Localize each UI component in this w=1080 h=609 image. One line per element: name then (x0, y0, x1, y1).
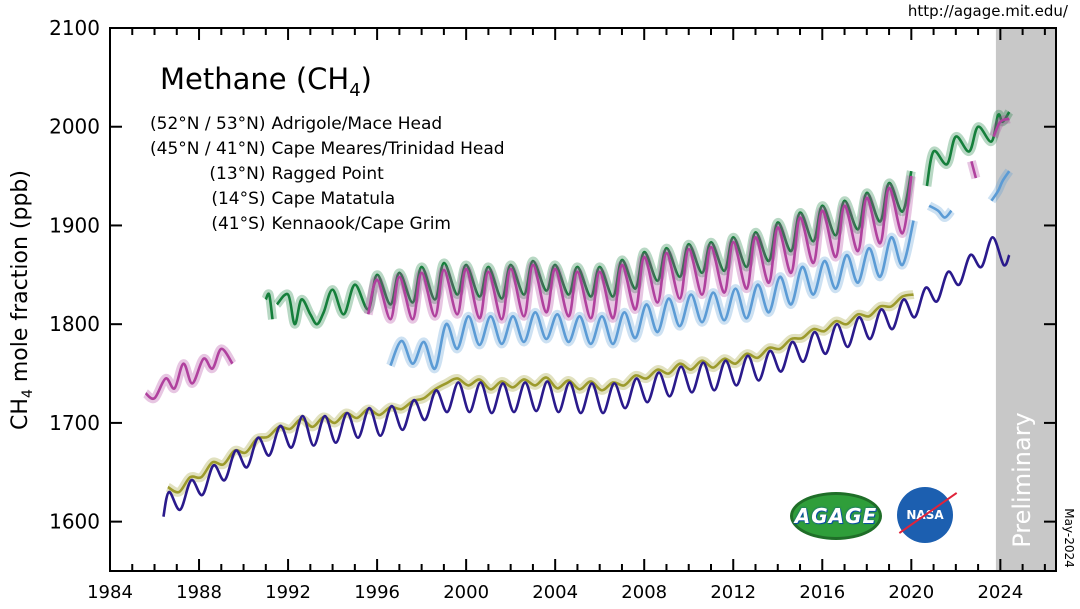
legend-location-0: (52°N / 53°N) (150, 114, 266, 134)
source-url[interactable]: http://agage.mit.edu/ (907, 2, 1068, 20)
series-cape-meares-trinidad-head-line-1 (366, 175, 913, 321)
series-ragged-point-line-0 (389, 220, 915, 370)
series-cape-matatula-line-0 (167, 293, 914, 494)
nasa-logo: NASA (897, 487, 958, 543)
legend-location-4: (41°S) (211, 214, 266, 234)
series-cape-meares-trinidad-head-line-3 (992, 117, 1010, 138)
series-adrigole-mace-head-line-0 (264, 292, 274, 320)
series-ragged-point-line-1 (928, 204, 953, 219)
x-tick-label-1984: 1984 (87, 582, 133, 603)
x-tick-label-2012: 2012 (710, 582, 756, 603)
y-tick-label-1900: 1900 (49, 213, 100, 237)
legend-name-4: Kennaook/Cape Grim (271, 214, 452, 234)
legend: (52°N / 53°N) Adrigole/Mace Head (45°N / … (150, 112, 505, 236)
legend-name-2: Ragged Point (271, 164, 384, 184)
x-tick-label-1996: 1996 (354, 582, 400, 603)
series-cape-meares-trinidad-head-line-0 (144, 347, 234, 401)
y-axis-label: CH4 mole fraction (ppb) (7, 170, 37, 430)
x-tick-label-2024: 2024 (977, 582, 1023, 603)
x-tick-label-1992: 1992 (265, 582, 311, 603)
x-tick-label-2016: 2016 (799, 582, 845, 603)
preliminary-label: Preliminary (1008, 412, 1036, 548)
y-tick-label-1600: 1600 (49, 510, 100, 534)
series-ragged-point-line-2 (990, 170, 1011, 202)
chart-title: Methane (CH4) (160, 62, 372, 101)
series-kennaook-cape-grim-line-0 (162, 236, 1011, 517)
legend-location-1: (45°N / 41°N) (150, 139, 266, 159)
x-tick-label-2020: 2020 (888, 582, 934, 603)
legend-name-1: Cape Meares/Trinidad Head (271, 139, 505, 159)
x-tick-label-2000: 2000 (443, 582, 489, 603)
legend-location-3: (14°S) (211, 189, 266, 209)
agage-logo: AGAGE (790, 492, 882, 540)
y-tick-label-2100: 2100 (49, 16, 100, 40)
series-adrigole-mace-head-line-2 (925, 111, 1011, 187)
legend-location-2: (13°N) (209, 164, 266, 184)
y-tick-label-1700: 1700 (49, 411, 100, 435)
y-tick-label-1800: 1800 (49, 312, 100, 336)
x-tick-label-1988: 1988 (176, 582, 222, 603)
y-tick-label-2000: 2000 (49, 115, 100, 139)
legend-name-3: Cape Matatula (271, 189, 396, 209)
x-tick-label-2008: 2008 (621, 582, 667, 603)
plot-frame (109, 27, 1057, 572)
series-cape-meares-trinidad-head-line-2 (970, 160, 978, 179)
date-stamp: May-2024 (1062, 508, 1076, 568)
series-adrigole-mace-head-line-1 (275, 170, 913, 326)
x-tick-label-2004: 2004 (532, 582, 578, 603)
legend-name-0: Adrigole/Mace Head (271, 114, 443, 134)
